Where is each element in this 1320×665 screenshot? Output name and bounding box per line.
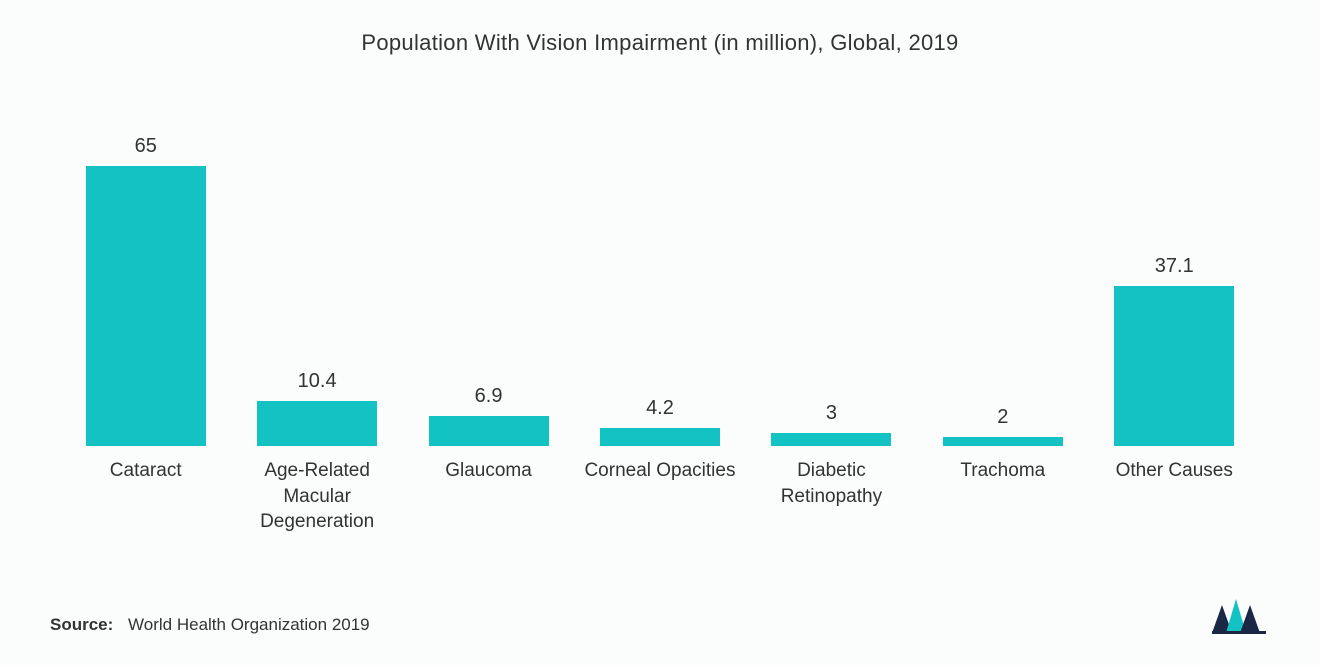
bar [600,428,720,446]
bar [771,433,891,446]
bar-value-label: 6.9 [475,385,503,408]
bar [1114,286,1234,446]
source-citation: Source: World Health Organization 2019 [50,615,370,635]
bar-group: 10.4 [232,370,402,446]
bar-group: 4.2 [575,397,745,446]
bar [429,416,549,446]
bar-category-label: Glaucoma [404,458,574,535]
bar [943,437,1063,446]
bar-value-label: 2 [997,406,1008,429]
bar-group: 6.9 [404,385,574,446]
bar-value-label: 37.1 [1155,255,1194,278]
bar-category-label: Corneal Opacities [575,458,745,535]
chart-title: Population With Vision Impairment (in mi… [50,30,1270,56]
bar-value-label: 3 [826,402,837,425]
bar-category-label: Age-Related Macular Degeneration [232,458,402,535]
bar-group: 65 [61,135,231,446]
brand-logo [1210,597,1270,635]
bar-category-label: Trachoma [918,458,1088,535]
bar-group: 37.1 [1089,255,1259,446]
bar [257,401,377,446]
labels-row: CataractAge-Related Macular Degeneration… [50,458,1270,535]
bar-value-label: 65 [135,135,157,158]
bar-category-label: Other Causes [1089,458,1259,535]
source-label: Source: [50,615,113,634]
chart-area: 65 10.4 6.9 4.2 3 2 37.1 [50,116,1270,446]
bar-group: 3 [746,402,916,446]
bar-value-label: 10.4 [298,370,337,393]
footer-row: Source: World Health Organization 2019 [50,597,1270,635]
bar-category-label: Cataract [61,458,231,535]
source-value: World Health Organization 2019 [128,615,370,634]
bar-group: 2 [918,406,1088,446]
bar-category-label: Diabetic Retinopathy [746,458,916,535]
bar [86,166,206,446]
bar-value-label: 4.2 [646,397,674,420]
